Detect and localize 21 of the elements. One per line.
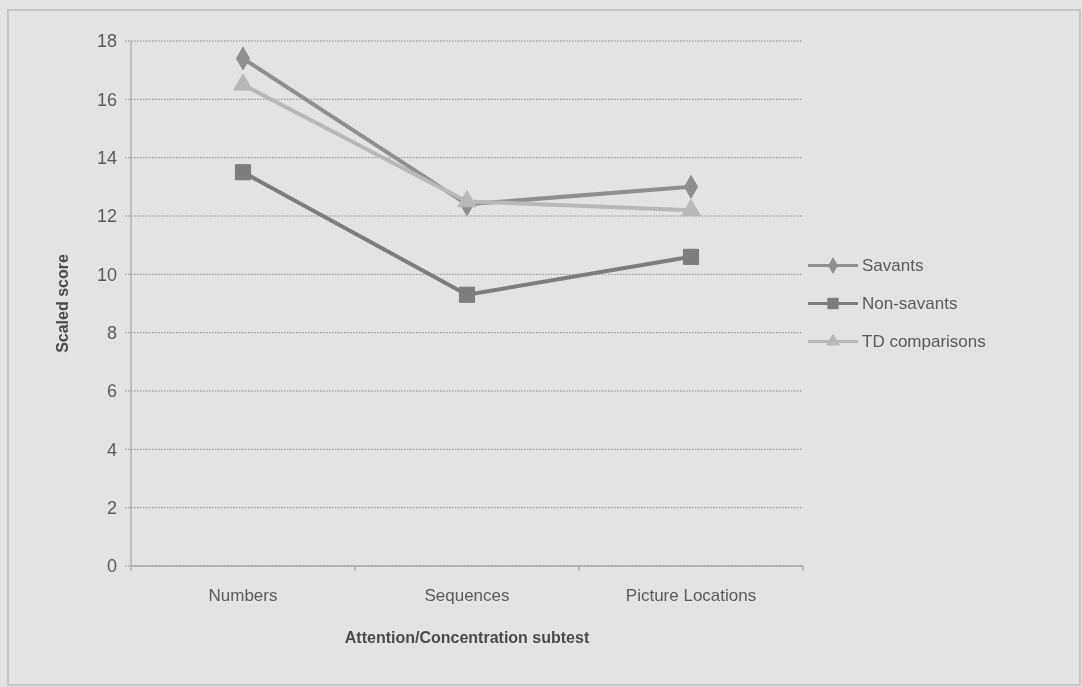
point [458, 286, 476, 303]
y-axis-title: Scaled score [54, 254, 71, 353]
y-tick-label: 0 [106, 556, 117, 577]
point [682, 248, 700, 265]
y-tick-label: 18 [96, 31, 117, 52]
y-tick-label: 2 [106, 497, 117, 518]
y-tick-label: 12 [96, 206, 117, 227]
point [234, 164, 252, 181]
y-tick-label: 10 [96, 264, 117, 285]
y-tick-label: 4 [106, 439, 117, 460]
y-tick-label: 14 [96, 147, 117, 168]
legend-label: Savants [862, 256, 924, 276]
legend-label: TD comparisons [862, 332, 986, 352]
x-tick-label: Picture Locations [625, 586, 757, 605]
x-tick-label: Numbers [208, 586, 278, 605]
x-tick-label: Sequences [424, 586, 510, 605]
x-axis-title: Attention/Concentration subtest [344, 629, 590, 646]
y-tick-label: 16 [96, 89, 117, 110]
y-tick-label: 6 [106, 381, 117, 402]
y-tick-label: 8 [106, 322, 117, 343]
legend-label: Non-savants [862, 294, 958, 314]
